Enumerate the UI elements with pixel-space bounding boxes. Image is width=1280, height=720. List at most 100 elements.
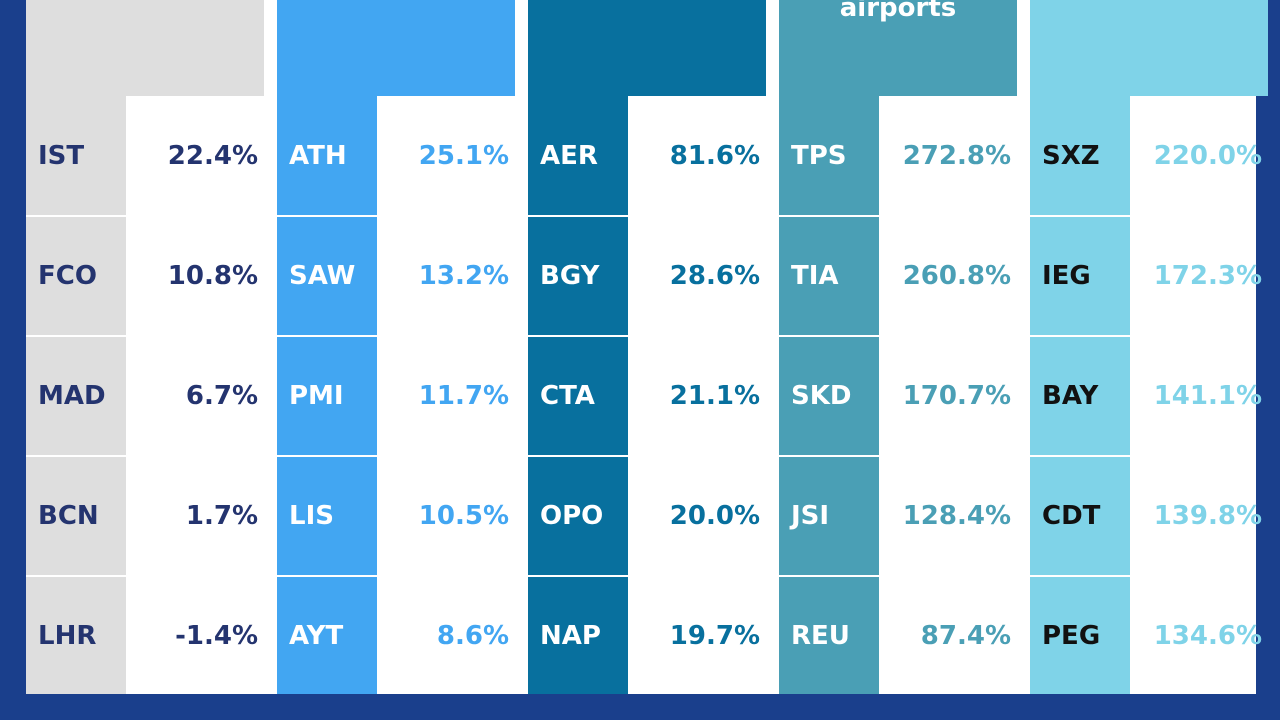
growth-value: 220.0%	[1153, 141, 1262, 171]
airport-code: AYT	[289, 621, 344, 651]
row-divider	[528, 335, 628, 337]
row-divider	[26, 335, 126, 337]
growth-value: 81.6%	[669, 141, 760, 171]
row-divider	[1030, 215, 1130, 217]
row-divider	[1030, 575, 1130, 577]
table-row: TPS 272.8%	[779, 96, 1017, 216]
airport-code: TPS	[791, 141, 847, 171]
table-row: FCO 10.8%	[26, 216, 264, 336]
row-divider	[1030, 335, 1130, 337]
row-divider	[779, 575, 879, 577]
column-header: Large airports	[528, 0, 766, 96]
growth-value: 8.6%	[436, 621, 509, 651]
airport-code: PMI	[289, 381, 344, 411]
column-major: Majors IST 22.4% FCO 10.8% MAD 6.7% BCN 1.7% LHR -…	[26, 0, 264, 694]
column-header: airports	[779, 0, 1017, 96]
growth-value: 134.6%	[1153, 621, 1262, 651]
column-small: Small airports SXZ 220.0% IEG 172.3% BAY 141.1…	[1030, 0, 1268, 694]
airport-code: LIS	[289, 501, 334, 531]
table-row: IST 22.4%	[26, 96, 264, 216]
airport-code: ATH	[289, 141, 347, 171]
code-strip	[528, 96, 628, 694]
airport-code: IEG	[1042, 261, 1091, 291]
growth-value: 272.8%	[902, 141, 1011, 171]
airport-growth-table: Majors IST 22.4% FCO 10.8% MAD 6.7% BCN 1.7% LHR -…	[26, 0, 1268, 694]
code-strip	[277, 96, 377, 694]
growth-value: 25.1%	[418, 141, 509, 171]
table-row: BGY 28.6%	[528, 216, 766, 336]
table-row: CDT 139.8%	[1030, 456, 1268, 576]
column-title: airports	[839, 0, 957, 23]
column-header: Small airports	[1030, 0, 1268, 96]
table-row: SAW 13.2%	[277, 216, 515, 336]
growth-value: 10.5%	[418, 501, 509, 531]
row-divider	[26, 215, 126, 217]
airport-code: TIA	[791, 261, 839, 291]
row-divider	[779, 335, 879, 337]
table-row: BAY 141.1%	[1030, 336, 1268, 456]
row-divider	[26, 455, 126, 457]
airport-code: CTA	[540, 381, 595, 411]
airport-code: BAY	[1042, 381, 1099, 411]
row-divider	[1030, 455, 1130, 457]
airport-code: LHR	[38, 621, 97, 651]
column-mega: Mega airports ATH 25.1% SAW 13.2% PMI 11.7% LIS…	[277, 0, 515, 694]
growth-value: 21.1%	[669, 381, 760, 411]
growth-value: 20.0%	[669, 501, 760, 531]
table-row: IEG 172.3%	[1030, 216, 1268, 336]
growth-value: 128.4%	[902, 501, 1011, 531]
code-strip	[1030, 96, 1130, 694]
column-header: Majors	[26, 0, 264, 96]
airport-code: OPO	[540, 501, 604, 531]
growth-value: 22.4%	[167, 141, 258, 171]
column-large: Large airports AER 81.6% BGY 28.6% CTA 21.1% OP…	[528, 0, 766, 694]
table-row: BCN 1.7%	[26, 456, 264, 576]
airport-code: AER	[540, 141, 598, 171]
airport-code: SXZ	[1042, 141, 1100, 171]
growth-value: 170.7%	[902, 381, 1011, 411]
growth-value: 260.8%	[902, 261, 1011, 291]
table-row: LHR -1.4%	[26, 576, 264, 696]
table-row: SKD 170.7%	[779, 336, 1017, 456]
airport-code: PEG	[1042, 621, 1101, 651]
growth-value: 139.8%	[1153, 501, 1262, 531]
table-row: JSI 128.4%	[779, 456, 1017, 576]
table-row: SXZ 220.0%	[1030, 96, 1268, 216]
airport-code: BCN	[38, 501, 99, 531]
growth-value: 141.1%	[1153, 381, 1262, 411]
growth-value: -1.4%	[175, 621, 258, 651]
table-row: MAD 6.7%	[26, 336, 264, 456]
growth-value: 28.6%	[669, 261, 760, 291]
row-divider	[779, 455, 879, 457]
table-row: CTA 21.1%	[528, 336, 766, 456]
airport-code: FCO	[38, 261, 97, 291]
airport-code: JSI	[791, 501, 830, 531]
table-row: PEG 134.6%	[1030, 576, 1268, 696]
airport-code: NAP	[540, 621, 601, 651]
row-divider	[277, 455, 377, 457]
table-row: OPO 20.0%	[528, 456, 766, 576]
airport-code: IST	[38, 141, 85, 171]
growth-value: 11.7%	[418, 381, 509, 411]
row-divider	[779, 215, 879, 217]
airport-code: CDT	[1042, 501, 1101, 531]
airport-code: BGY	[540, 261, 600, 291]
airport-code: SKD	[791, 381, 852, 411]
row-divider	[528, 215, 628, 217]
bottom-frame	[0, 694, 1280, 720]
table-row: REU 87.4%	[779, 576, 1017, 696]
growth-value: 10.8%	[167, 261, 258, 291]
row-divider	[277, 575, 377, 577]
table-row: PMI 11.7%	[277, 336, 515, 456]
column-medium: airports TPS 272.8% TIA 260.8% SKD 170.7% JSI 12…	[779, 0, 1017, 694]
airport-code: MAD	[38, 381, 106, 411]
row-divider	[277, 335, 377, 337]
code-strip	[26, 96, 126, 694]
table-row: ATH 25.1%	[277, 96, 515, 216]
column-header: Mega airports	[277, 0, 515, 96]
growth-value: 13.2%	[418, 261, 509, 291]
growth-value: 6.7%	[185, 381, 258, 411]
table-row: AER 81.6%	[528, 96, 766, 216]
row-divider	[26, 575, 126, 577]
growth-value: 1.7%	[185, 501, 258, 531]
